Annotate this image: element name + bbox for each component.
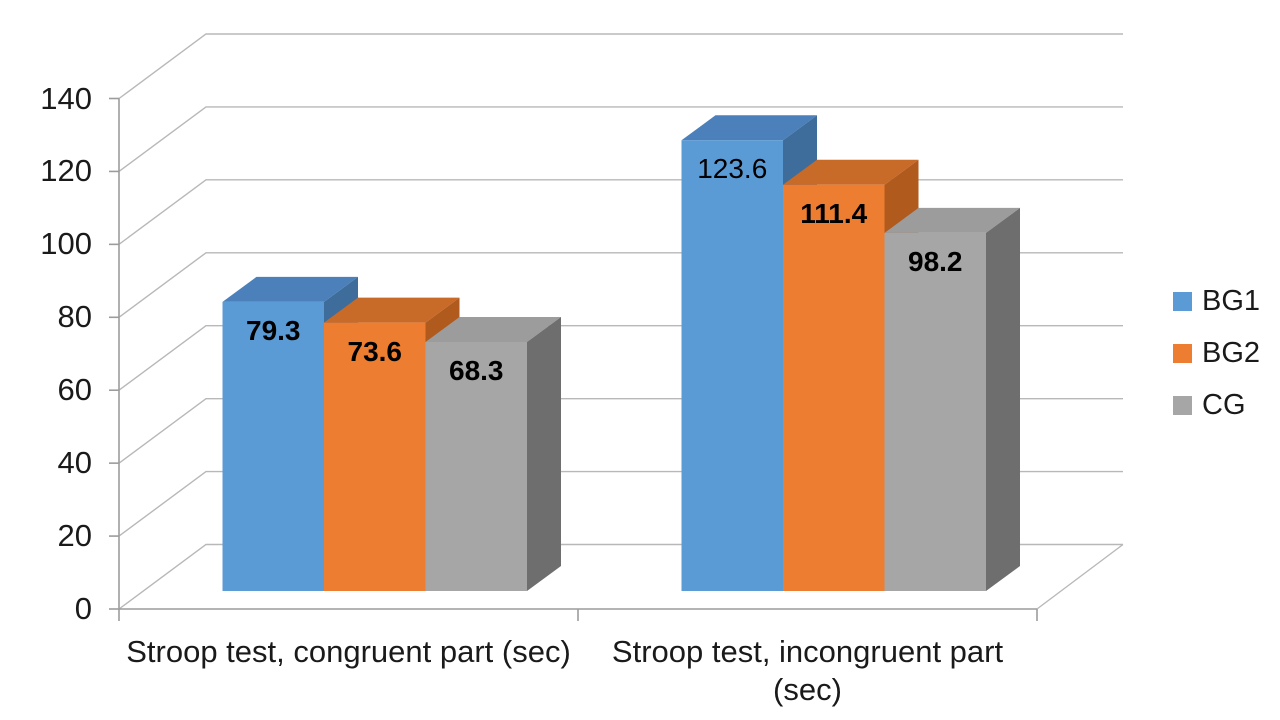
bar-top-BG2	[783, 159, 919, 185]
legend-item-BG2: BG2	[1173, 337, 1261, 369]
legend-label-BG2: BG2	[1202, 337, 1261, 369]
legend-swatch-BG2	[1173, 344, 1192, 363]
bar-top-BG2	[324, 297, 460, 323]
bar-CG	[425, 341, 527, 591]
bar-BG2	[783, 184, 885, 592]
legend-label-BG1: BG1	[1202, 285, 1261, 317]
legend-item-BG1: BG1	[1173, 285, 1261, 317]
data-label-BG1: 123.6	[697, 153, 768, 185]
bar-top-CG	[884, 207, 1020, 233]
bar-top-BG1	[681, 115, 817, 141]
chart-legend: BG1 BG2 CG	[1173, 285, 1261, 447]
legend-label-CG: CG	[1202, 389, 1246, 421]
y-tick-label: 0	[74, 591, 92, 626]
bar-side-CG	[527, 316, 561, 591]
y-tick-label: 20	[57, 518, 92, 554]
legend-swatch-CG	[1173, 396, 1192, 415]
gridline	[118, 106, 1123, 172]
gridline	[118, 33, 1123, 100]
y-tick-label: 120	[40, 153, 92, 189]
bar-top-BG1	[222, 276, 358, 302]
bar-BG2	[324, 322, 426, 591]
legend-item-CG: CG	[1173, 389, 1260, 421]
y-tick-label: 60	[57, 372, 92, 408]
y-tick-label: 140	[40, 80, 92, 116]
legend-swatch-BG1	[1173, 292, 1192, 311]
bar-BG1	[222, 301, 324, 591]
category-label: Stroop test, incongruent part (sec)	[611, 634, 1004, 707]
data-label-CG: 68.3	[449, 354, 504, 386]
bar-side-CG	[986, 207, 1020, 591]
category-label: Stroop test, congruent part (sec)	[126, 634, 571, 669]
bar-BG1	[681, 140, 783, 591]
data-label-BG2: 111.4	[800, 197, 868, 229]
data-label-CG: 98.2	[908, 245, 963, 277]
floor-right-edge	[1036, 543, 1124, 610]
data-label-BG2: 73.6	[347, 335, 403, 367]
data-label-BG1: 79.3	[246, 314, 301, 346]
bar-top-CG	[425, 316, 561, 342]
y-tick-label: 40	[57, 445, 92, 481]
y-tick-label: 100	[40, 226, 92, 262]
bar-CG	[884, 232, 986, 591]
y-tick-label: 80	[57, 299, 92, 335]
